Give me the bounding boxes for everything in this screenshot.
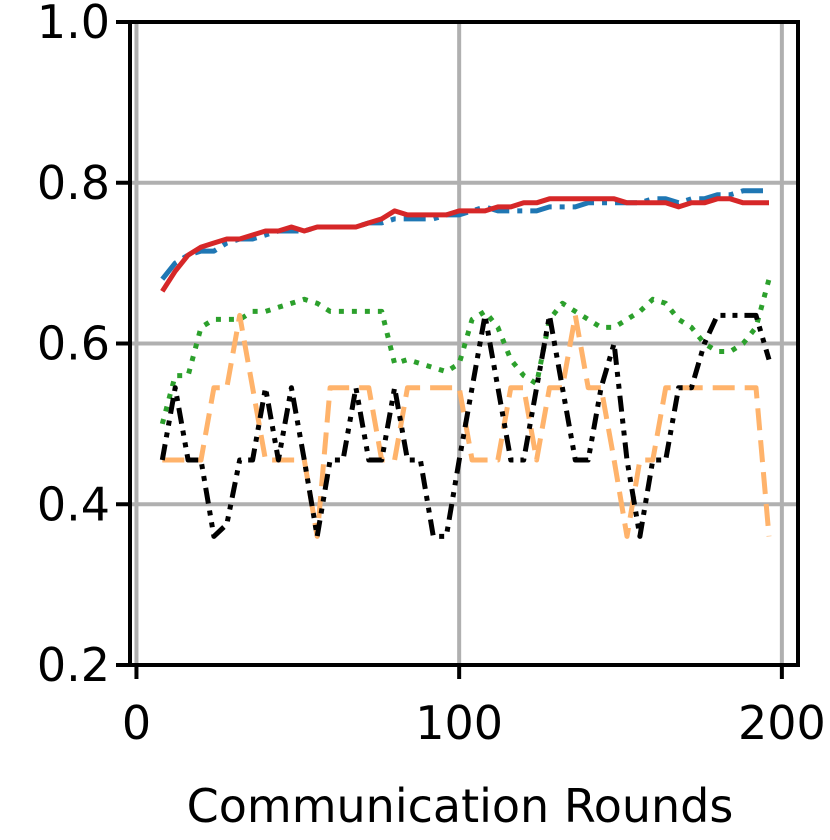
y-tick-label-3: 0.8 — [37, 156, 110, 210]
y-tick-label-0: 0.2 — [37, 638, 110, 692]
y-tick-label-2: 0.6 — [37, 317, 110, 371]
x-tick-label-2: 200 — [738, 696, 826, 750]
series-line-5 — [159, 312, 772, 539]
series-layer — [159, 188, 772, 539]
y-tick-label-4: 1.0 — [37, 0, 110, 49]
series-line-2 — [160, 196, 769, 293]
x-tick-label-1: 100 — [415, 696, 503, 750]
y-tick-label-1: 0.4 — [37, 477, 110, 531]
x-tick-label-0: 0 — [122, 696, 151, 750]
x-axis-title: Communication Rounds — [187, 779, 734, 833]
axis-ticks: 0 100 200 0.2 0.4 0.6 0.8 1.0 — [37, 0, 826, 750]
